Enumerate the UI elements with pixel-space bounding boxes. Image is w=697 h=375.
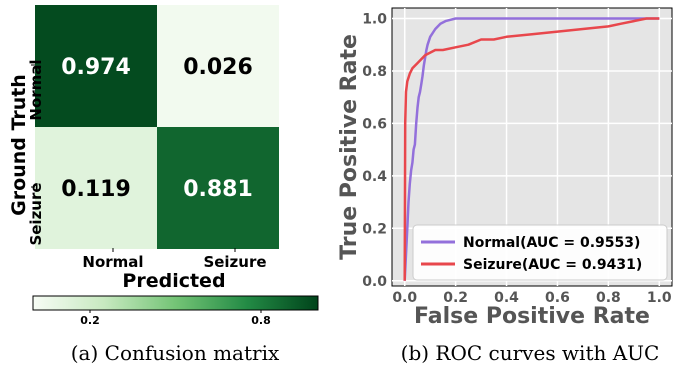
roc-ticks: 0.0 0.2 0.4 0.6 0.8 1.0 0.0 0.2 0.4 0.6 0.8 1.0 <box>362 11 672 306</box>
cm-xtick-label-normal: Normal <box>82 253 143 271</box>
legend-label-normal: Normal(AUC = 0.9553) <box>463 235 640 251</box>
roc-xlabel: False Positive Rate <box>414 304 650 329</box>
roc-chart: 0.0 0.2 0.4 0.6 0.8 1.0 0.0 0.2 0.4 0.6 0.8 1.0 Tru… <box>337 7 673 365</box>
roc-xtick-label: 0.4 <box>494 290 519 306</box>
roc-xtick-label: 1.0 <box>647 290 672 306</box>
cm-cell <box>157 127 279 249</box>
cm-cell-value: 0.974 <box>61 55 131 80</box>
colorbar-tick-label: 0.8 <box>251 314 271 327</box>
roc-ytick-label: 0.2 <box>362 221 387 237</box>
roc-ytick-label: 1.0 <box>362 11 387 27</box>
roc-ytick-label: 0.6 <box>362 116 387 132</box>
roc-xtick-label: 0.8 <box>596 290 621 306</box>
roc-series-line <box>403 17 660 281</box>
roc-ytick-label: 0.4 <box>362 169 387 185</box>
cm-cells <box>35 5 279 249</box>
legend-label-seizure: Seizure(AUC = 0.9431) <box>463 257 642 273</box>
colorbar <box>32 295 319 311</box>
colorbar-tick-label: 0.2 <box>80 314 100 327</box>
cm-ylabel: Ground Truth <box>8 74 30 216</box>
cm-cell-labels: 0.974 0.026 0.119 0.881 <box>61 55 253 202</box>
cm-xlabel: Predicted <box>122 270 225 292</box>
roc-legend: Normal(AUC = 0.9553) Seizure(AUC = 0.943… <box>412 224 668 281</box>
roc-xtick-label: 0.2 <box>443 290 468 306</box>
colorbar-ticks: 0.2 0.8 <box>80 310 271 327</box>
roc-ytick-label: 0.8 <box>362 64 387 80</box>
roc-xtick-label: 0.6 <box>545 290 570 306</box>
roc-series-line <box>403 17 660 281</box>
cm-cell-value: 0.119 <box>61 177 131 202</box>
roc-legend-box <box>412 224 668 281</box>
caption-confusion-matrix: (a) Confusion matrix <box>71 341 280 365</box>
cm-xtick-label-seizure: Seizure <box>203 253 266 271</box>
confusion-matrix: 0.974 0.026 0.119 0.881 Normal Seizure Grou… <box>8 5 319 365</box>
cm-cell-value: 0.881 <box>183 177 253 202</box>
cm-cell-value: 0.026 <box>183 55 253 80</box>
roc-ylabel: True Positive Rate <box>337 34 362 260</box>
caption-roc: (b) ROC curves with AUC <box>401 341 660 365</box>
cm-cell <box>157 5 279 127</box>
roc-ytick-label: 0.0 <box>362 274 387 290</box>
roc-xtick-label: 0.0 <box>392 290 417 306</box>
cm-cell <box>35 5 157 127</box>
cm-ytick-label-normal: Normal <box>27 59 45 120</box>
cm-ytick-label-seizure: Seizure <box>27 182 45 245</box>
roc-lines <box>403 17 660 281</box>
cm-cell <box>35 127 157 249</box>
